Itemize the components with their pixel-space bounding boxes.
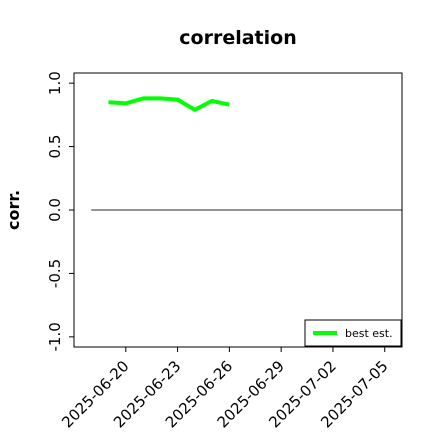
legend-label: best est. bbox=[345, 327, 393, 340]
series-layer bbox=[108, 96, 230, 112]
legend: best est. bbox=[304, 319, 402, 347]
chart-title: correlation bbox=[179, 27, 296, 49]
y-tick-label: -1.0 bbox=[46, 322, 64, 351]
y-axis-label: corr. bbox=[4, 190, 23, 230]
y-tick-label: 1.0 bbox=[46, 71, 64, 95]
y-tick-label: 0.5 bbox=[46, 135, 64, 159]
series-line-best-est bbox=[108, 96, 230, 112]
y-tick-label: -0.5 bbox=[46, 259, 64, 288]
y-axis: -1.0 -0.5 0.0 0.5 1.0 bbox=[46, 71, 74, 351]
y-tick-label: 0.0 bbox=[46, 198, 64, 222]
x-axis: 2025-06-202025-06-232025-06-262025-06-29… bbox=[58, 347, 392, 431]
